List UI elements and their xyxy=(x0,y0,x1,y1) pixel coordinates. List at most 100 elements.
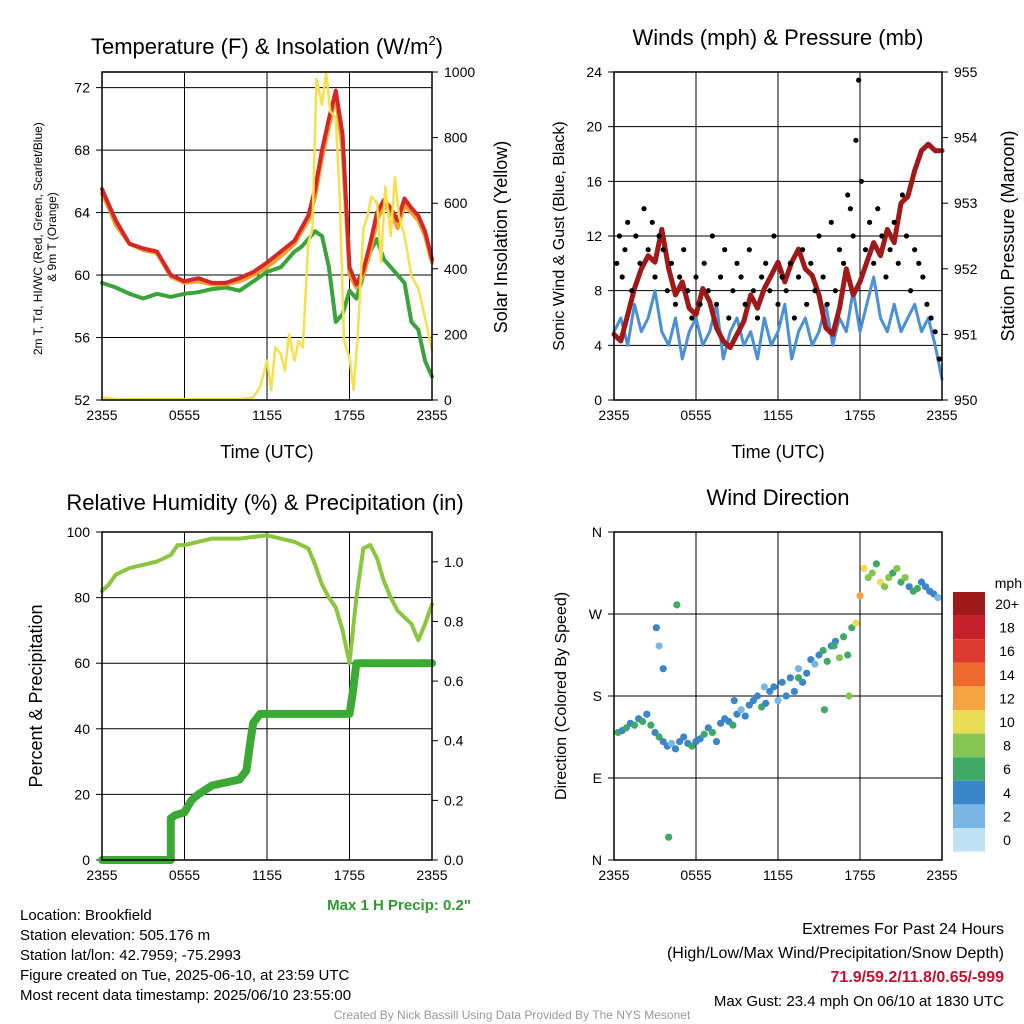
gust-point xyxy=(672,301,679,307)
figure-created: Figure created on Tue, 2025-06-10, at 23… xyxy=(20,967,350,984)
gust-point xyxy=(722,247,728,253)
direction-point xyxy=(673,601,681,609)
gust-point xyxy=(629,288,635,294)
direction-point xyxy=(760,683,768,691)
pressure-series-line xyxy=(611,141,945,350)
direction-point xyxy=(741,712,749,720)
gust-point xyxy=(800,247,806,253)
y-tick-label: 72 xyxy=(74,80,90,96)
x-tick-label: 2355 xyxy=(416,867,447,883)
gust-point xyxy=(875,206,881,212)
gust-point xyxy=(754,315,761,321)
precip-series-line xyxy=(98,659,436,864)
station-elevation: Station elevation: 505.176 m xyxy=(20,927,211,944)
y2-tick-label: 951 xyxy=(954,326,978,342)
gust-point xyxy=(660,247,666,253)
gust-point xyxy=(738,274,744,280)
direction-point xyxy=(665,833,673,841)
direction-point xyxy=(643,710,651,718)
y2-tick-label: 0.8 xyxy=(444,613,464,629)
legend-swatch xyxy=(953,686,985,710)
legend-swatch xyxy=(953,780,985,805)
y2-tick-label: 0.6 xyxy=(444,673,464,689)
legend-label: 10 xyxy=(999,714,1015,730)
y2-tick-label: 955 xyxy=(954,64,978,80)
y2-tick-label: 200 xyxy=(444,326,468,342)
gust-point xyxy=(718,274,724,280)
y-tick-label: 8 xyxy=(594,283,602,299)
winds-panel: Winds (mph) & Pressure (mb) 2355 0555 1155… xyxy=(551,25,1018,462)
y-tick-label: N xyxy=(592,852,602,868)
direction-point xyxy=(819,646,827,655)
gust-point xyxy=(709,233,716,239)
direction-point xyxy=(647,721,655,729)
x-tick-label: 0555 xyxy=(169,867,200,883)
gust-point xyxy=(795,274,802,280)
winds-title: Winds (mph) & Pressure (mb) xyxy=(633,25,924,50)
direction-point xyxy=(872,560,881,568)
gust-point xyxy=(664,288,670,294)
gust-point xyxy=(850,233,856,239)
gust-point xyxy=(652,274,658,280)
y-tick-label: 20 xyxy=(586,119,602,135)
gust-point xyxy=(920,274,926,280)
legend-label: 8 xyxy=(1003,738,1011,754)
x-tick-label: 1755 xyxy=(334,407,365,423)
gust-point xyxy=(858,178,864,184)
gust-point xyxy=(641,206,647,212)
legend-label: 2 xyxy=(1003,808,1011,824)
legend-swatch xyxy=(953,615,985,640)
x-tick-label: 2355 xyxy=(926,867,957,883)
direction-point xyxy=(774,696,782,705)
gust-point xyxy=(824,301,830,307)
pressure-y-label: Station Pressure (Maroon) xyxy=(998,130,1018,341)
gust-point xyxy=(791,315,798,321)
rh-series-line xyxy=(100,533,434,666)
gust-point xyxy=(767,288,773,294)
direction-point xyxy=(712,737,721,746)
temperature-y-label-line2: & 9m T (Orange) xyxy=(45,192,59,282)
gust-point xyxy=(619,274,625,280)
direction-point xyxy=(700,730,708,738)
gust-point xyxy=(759,274,765,280)
gust-point xyxy=(912,247,918,253)
gust-point xyxy=(932,329,938,335)
temperature-plot: 2355 0555 1155 1755 235552566064687202004006… xyxy=(74,64,475,423)
direction-point xyxy=(856,592,864,600)
gust-point xyxy=(742,301,748,307)
direction-point xyxy=(934,594,942,602)
y-tick-label: 4 xyxy=(594,337,602,353)
gust-point xyxy=(771,233,777,239)
y-tick-label: 64 xyxy=(74,205,90,221)
y2-tick-label: 0.4 xyxy=(444,733,464,749)
y2-tick-label: 1000 xyxy=(444,64,475,80)
winds-plot: 2355 0555 1155 1755 235504812162024950951952… xyxy=(586,64,977,423)
y-tick-label: E xyxy=(593,770,602,786)
plot-border xyxy=(613,531,943,861)
direction-point xyxy=(762,699,770,707)
direction-point xyxy=(830,642,838,650)
gust-point xyxy=(891,219,897,225)
gust-point xyxy=(701,260,707,266)
x-tick-label: 1155 xyxy=(763,407,793,423)
legend-label: 16 xyxy=(999,643,1015,659)
x-tick-label: 2355 xyxy=(86,407,117,423)
x-tick-label: 2355 xyxy=(86,867,117,883)
gust-point xyxy=(775,301,781,307)
gust-point xyxy=(916,260,922,266)
direction-point xyxy=(630,721,639,729)
legend-swatch xyxy=(953,757,985,781)
y-tick-label: 0 xyxy=(594,392,602,408)
gust-point xyxy=(693,274,699,280)
x-tick-label: 1155 xyxy=(763,867,793,883)
x-tick-label: 1755 xyxy=(844,867,875,883)
direction-point xyxy=(893,564,901,573)
gust-point xyxy=(847,206,854,212)
legend-swatch xyxy=(953,804,985,828)
direction-point xyxy=(737,706,745,714)
x-tick-label: 0555 xyxy=(680,867,711,883)
legend-swatch xyxy=(953,662,985,687)
y2-tick-label: 953 xyxy=(954,195,978,211)
direction-point xyxy=(770,683,778,691)
direction-point xyxy=(860,564,868,573)
